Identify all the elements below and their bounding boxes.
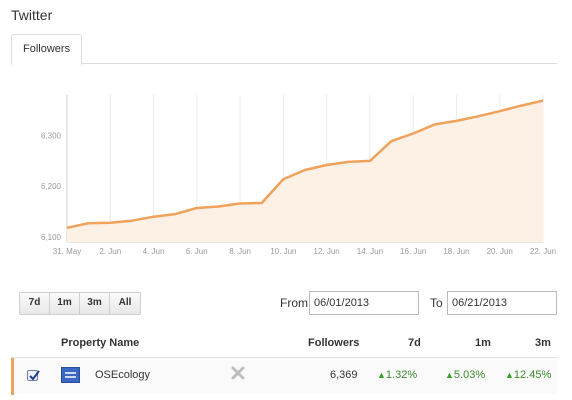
range-selector: 7d 1m 3m All (19, 292, 141, 315)
followers-chart: 6,100 6,200 6,300 31. May 2. Jun 4. Jun 6. Jun… (41, 95, 556, 256)
to-date-input[interactable] (447, 291, 557, 315)
x-tick-label: 14. Jun (357, 247, 383, 256)
series-line (66, 99, 544, 230)
x-tick-label: 18. Jun (443, 247, 469, 256)
change-7d: ▲1.32% (377, 369, 418, 381)
range-1m-button[interactable]: 1m (50, 293, 80, 314)
y-tick-label: 6,200 (41, 182, 62, 191)
up-arrow-icon: ▲ (445, 370, 454, 380)
header-3m: 3m (535, 337, 551, 349)
checkmark-icon (29, 370, 40, 381)
remove-icon[interactable] (231, 366, 245, 380)
up-arrow-icon: ▲ (377, 370, 386, 380)
x-tick-label: 4. Jun (143, 247, 165, 256)
x-tick-label: 2. Jun (99, 247, 121, 256)
x-tick-label: 20. Jun (487, 247, 513, 256)
to-label: To (430, 296, 443, 310)
x-tick-label: 6. Jun (186, 247, 208, 256)
from-date-input[interactable] (309, 291, 419, 315)
change-3m: ▲12.45% (505, 369, 552, 381)
tab-bar: Followers (11, 34, 557, 65)
up-arrow-icon: ▲ (505, 370, 514, 380)
header-7d: 7d (408, 337, 421, 349)
change-1m: ▲5.03% (445, 369, 486, 381)
y-tick-label: 6,300 (41, 132, 62, 141)
property-name: OSEcology (95, 369, 151, 381)
x-tick-label: 8. Jun (229, 247, 251, 256)
tab-followers[interactable]: Followers (11, 34, 83, 65)
row-accent (11, 358, 14, 395)
range-3m-button[interactable]: 3m (80, 293, 110, 314)
table-row: OSEcology 6,369 ▲1.32% ▲5.03% ▲12.45% (11, 357, 557, 395)
x-tick-label: 10. Jun (270, 247, 296, 256)
property-thumbnail-icon (61, 367, 80, 383)
x-tick-label: 12. Jun (314, 247, 340, 256)
header-followers: Followers (308, 337, 360, 349)
page-title: Twitter (11, 7, 53, 23)
x-tick-label: 16. Jun (400, 247, 426, 256)
table-header: Property Name Followers 7d 1m 3m (11, 337, 557, 351)
range-7d-button[interactable]: 7d (20, 293, 50, 314)
range-all-button[interactable]: All (118, 297, 132, 308)
x-tick-label: 31. May (53, 247, 81, 256)
followers-count: 6,369 (330, 369, 358, 381)
header-property-name: Property Name (61, 337, 140, 349)
from-label: From (280, 296, 308, 310)
x-tick-label: 22. Jun (530, 247, 556, 256)
row-checkbox[interactable] (27, 370, 40, 381)
y-tick-label: 6,100 (41, 233, 62, 242)
header-1m: 1m (475, 337, 491, 349)
